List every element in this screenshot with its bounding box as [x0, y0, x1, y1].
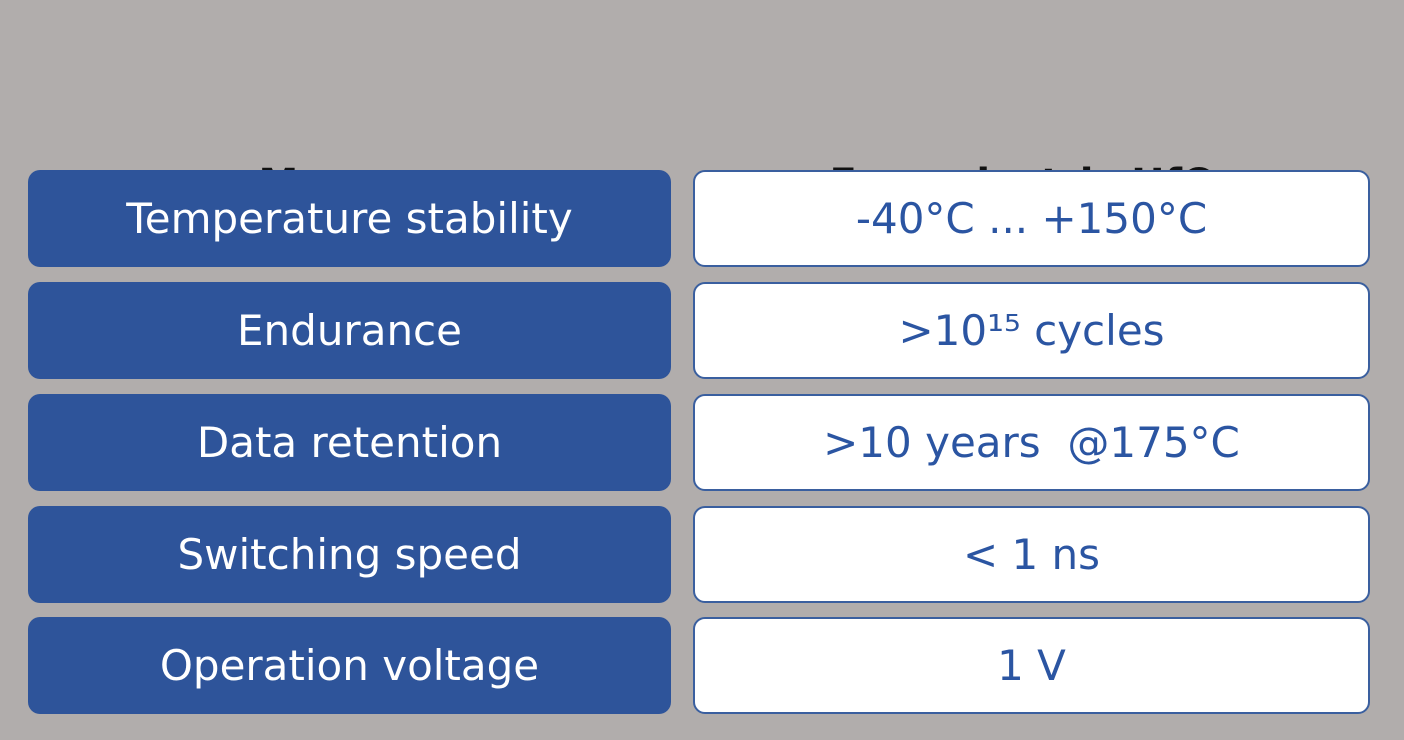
value-cell: >10 years @175°C	[693, 394, 1370, 491]
parameter-cell: Switching speed	[28, 506, 671, 603]
value-cell: >10¹⁵ cycles	[693, 282, 1370, 379]
parameter-cell: Endurance	[28, 282, 671, 379]
value-cell: < 1 ns	[693, 506, 1370, 603]
value-cell: -40°C ... +150°C	[693, 170, 1370, 267]
parameter-cell: Temperature stability	[28, 170, 671, 267]
parameter-cell: Operation voltage	[28, 617, 671, 714]
parameter-cell: Data retention	[28, 394, 671, 491]
value-cell: 1 V	[693, 617, 1370, 714]
